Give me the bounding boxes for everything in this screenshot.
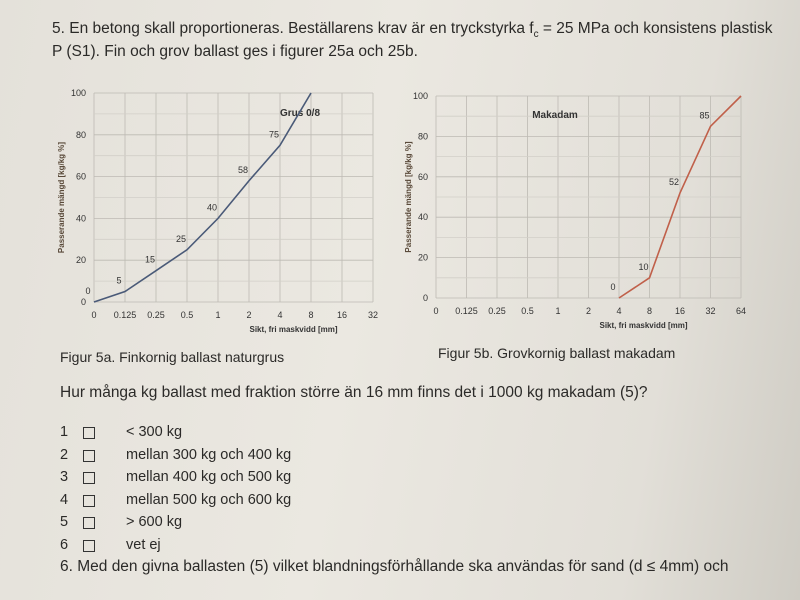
x-tick-label: 8 [647, 306, 652, 316]
data-label: 15 [145, 255, 155, 265]
x-tick-label: 8 [308, 310, 313, 320]
y-axis-label: Passerande mängd [kg/kg %] [57, 142, 66, 253]
option-checkbox[interactable] [83, 449, 95, 462]
data-label: 25 [176, 234, 186, 244]
x-tick-label: 1 [555, 306, 560, 316]
y-tick-label: 0 [423, 293, 428, 303]
y-tick-label: 100 [413, 91, 428, 101]
data-label: 85 [699, 110, 709, 120]
option-number: 2 [60, 446, 69, 463]
y-tick-label: 20 [418, 253, 428, 263]
x-tick-label: 64 [736, 306, 746, 316]
x-tick-label: 4 [277, 310, 282, 320]
x-tick-label: 0.5 [521, 306, 534, 316]
option-number: 4 [60, 491, 69, 508]
option-checkbox[interactable] [83, 427, 95, 439]
option-number: 6 [60, 536, 69, 553]
y-tick-label: 20 [76, 255, 86, 265]
y-tick-label: 60 [418, 172, 428, 182]
x-tick-label: 1 [215, 310, 220, 320]
x-tick-label: 32 [705, 306, 715, 316]
option-checkbox[interactable] [83, 539, 95, 552]
option-label: < 300 kg [126, 424, 183, 440]
figure-caption-b: Figur 5b. Grovkornig ballast makadam [438, 345, 676, 361]
x-tick-label: 0.25 [488, 306, 506, 316]
y-tick-label: 0 [81, 297, 86, 307]
question6-text: 6. Med den givna ballasten (5) vilket bl… [60, 558, 729, 575]
data-label: 0 [85, 286, 90, 296]
question5-line2: P (S1). Fin och grov ballast ges i figur… [52, 43, 418, 60]
option-label: mellan 400 kg och 500 kg [126, 469, 292, 485]
x-tick-label: 0.25 [147, 310, 165, 320]
x-axis-label: Sikt, fri maskvidd [mm] [249, 325, 337, 334]
option-checkbox[interactable] [83, 494, 95, 507]
x-tick-label: 16 [675, 306, 685, 316]
x-tick-label: 2 [586, 306, 591, 316]
question5-text-b: = 25 MPa och konsistens plastisk [538, 20, 773, 37]
y-tick-label: 80 [418, 131, 428, 141]
x-tick-label: 0.125 [455, 306, 478, 316]
series-line [93, 92, 312, 303]
question5-line1: 5. En betong skall proportioneras. Bestä… [52, 20, 773, 40]
x-tick-label: 0 [91, 310, 96, 320]
chart-title: Makadam [532, 110, 578, 121]
data-label: 10 [638, 262, 648, 272]
y-tick-label: 100 [71, 88, 86, 98]
figure-caption-a: Figur 5a. Finkornig ballast naturgrus [60, 349, 285, 365]
data-label: 75 [269, 129, 279, 139]
option-label: vet ej [126, 536, 161, 553]
chart-1: 0 0.125 0.25 0.5 1 2 4 8 16 32 0 20 40 60 80 100 Grus 0/… [57, 88, 378, 334]
y-tick-label: 40 [418, 212, 428, 222]
y-axis-label: Passerande mängd [kg/kg %] [404, 141, 413, 252]
data-label: 5 [116, 276, 121, 286]
x-tick-label: 4 [616, 306, 621, 316]
question-text: Hur många kg ballast med fraktion större… [60, 384, 648, 401]
x-tick-label: 16 [337, 310, 347, 320]
option-checkbox[interactable] [83, 472, 95, 484]
option-number: 3 [60, 469, 69, 485]
x-axis-label: Sikt, fri maskvidd [mm] [599, 321, 687, 330]
chart-title: Grus 0/8 [280, 108, 320, 119]
x-tick-label: 32 [368, 310, 378, 320]
x-tick-label: 0.5 [181, 310, 194, 320]
data-label: 58 [238, 165, 248, 175]
y-tick-label: 60 [76, 172, 86, 182]
data-label: 40 [207, 202, 217, 212]
option-number: 1 [60, 424, 69, 440]
data-label: 0 [610, 282, 615, 292]
chart-2: 0 0.125 0.25 0.5 1 2 4 8 16 32 64020406080100Makad… [404, 91, 746, 330]
y-tick-label: 80 [76, 130, 86, 140]
option-label: mellan 500 kg och 600 kg [126, 491, 292, 508]
x-tick-label: 0.125 [114, 310, 137, 320]
data-label: 52 [669, 177, 679, 187]
question5-text-a: 5. En betong skall proportioneras. Bestä… [52, 20, 534, 37]
y-tick-label: 40 [76, 213, 86, 223]
x-tick-label: 2 [246, 310, 251, 320]
fc-subscript: c [533, 29, 539, 41]
option-number: 5 [60, 514, 69, 530]
option-checkbox[interactable] [83, 517, 95, 529]
option-label: mellan 300 kg och 400 kg [126, 446, 292, 463]
option-label: > 600 kg [126, 514, 183, 530]
x-tick-label: 0 [433, 306, 438, 316]
